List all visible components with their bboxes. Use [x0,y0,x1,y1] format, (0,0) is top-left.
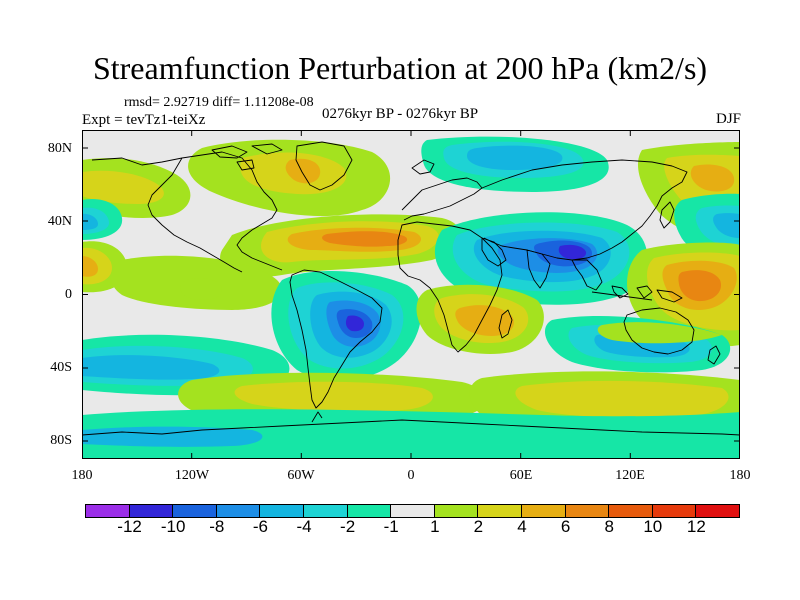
lat-label-40s: 40S [50,360,72,375]
streamfunction-map [82,130,740,459]
lat-label-80s: 80S [50,433,72,448]
lat-label-80n: 80N [47,141,72,156]
colorbar-label: 1 [430,517,440,536]
season-label: DJF [715,111,741,127]
colorbar-label: 6 [560,517,571,536]
coastline-arabia [481,237,507,267]
colorbar-label: 4 [517,517,527,536]
lon-label-180e: 180 [729,468,751,483]
contour-atlantic-dark-orange [322,231,408,247]
experiment-label: Expt = tevTz1-teiXz [82,112,206,128]
contour-sa-core [345,315,364,332]
coastline-antarctica [82,411,740,436]
colorbar-swatch [390,504,435,518]
contour-south-indian-yellow-2 [515,380,729,418]
colorbar-label: -12 [117,517,142,536]
coastline-se-asia [571,259,603,291]
colorbar-swatch [259,504,304,518]
contour-wpac-dark-orange [678,270,722,302]
map-ticks [82,130,740,459]
lat-label-eq: 0 [65,287,72,302]
colorbar-label: 8 [604,517,614,536]
colorbar-swatch [695,504,740,518]
colorbar-label: 2 [473,517,484,536]
contour-pacific-low-blue [82,213,98,230]
contour-asia-core [558,244,587,260]
colorbar-swatch [215,504,261,518]
contour-greenland-orange [285,158,321,184]
colorbar-swatch [433,504,479,518]
colorbar-swatch [651,504,697,518]
colorbar-label: 12 [686,517,706,536]
contour-siberia-blue [467,145,563,170]
colorbar-label: -4 [296,517,312,536]
colorbar [85,504,740,518]
contour-west-pacific-yellow [82,170,164,204]
colorbar-swatch [172,504,217,518]
contour-antarctic-blue [82,426,263,447]
contour-antarctic-green [82,409,740,459]
coastline-indonesia [591,285,683,303]
coastline-madagascar [498,309,513,339]
coastline-africa [397,221,503,353]
lon-label-120w: 120W [174,468,210,483]
lon-label-60e: 60E [509,468,533,483]
colorbar-swatch [477,504,522,518]
contour-central-pacific-green-2 [180,278,222,300]
contour-pacific-high-orange [82,256,98,277]
colorbar-swatch [302,504,348,518]
contour-spac-blue [82,355,220,380]
coastline-new-zealand [707,345,721,365]
contour-se-pacific-green [597,322,722,344]
colorbar-swatch [564,504,610,518]
coastline-greenland [295,141,353,191]
colorbar-label: -1 [383,517,399,536]
colorbar-label: -8 [209,517,225,536]
colorbar-label: -10 [160,517,186,536]
lat-label-40n: 40N [47,214,72,229]
coastline-layer [82,141,740,436]
lon-label-60w: 60W [287,468,315,483]
contour-pacific-north-orange [690,164,735,192]
colorbar-swatch [608,504,653,518]
coastline-japan [659,201,675,229]
plot-title: Streamfunction Perturbation at 200 hPa (… [92,50,708,86]
colorbar-label: -6 [252,517,268,536]
contour-npac-blue [713,213,740,238]
colorbar-swatch [85,504,130,518]
lon-label-180w: 180 [71,468,93,483]
contour-south-atlantic-yellow [234,381,433,412]
coastline-north-america [91,151,283,273]
coastline-india [526,249,551,289]
coastline-australia [623,307,695,355]
colorbar-label: 10 [643,517,663,536]
lon-label-120e: 120E [615,468,645,483]
colorbar-label: -2 [340,517,356,536]
coastline-arctic-islands [211,143,283,171]
contour-fill-layer [82,136,740,459]
colorbar-swatch [346,504,392,518]
time-range-subtitle: 0276kyr BP - 0276kyr BP [321,106,479,122]
lon-label-0: 0 [407,468,415,483]
colorbar-swatch [520,504,566,518]
colorbar-swatch [128,504,174,518]
rmsd-stats: rmsd= 2.92719 diff= 1.11208e-08 [124,95,314,110]
coastline-south-america [289,269,383,409]
